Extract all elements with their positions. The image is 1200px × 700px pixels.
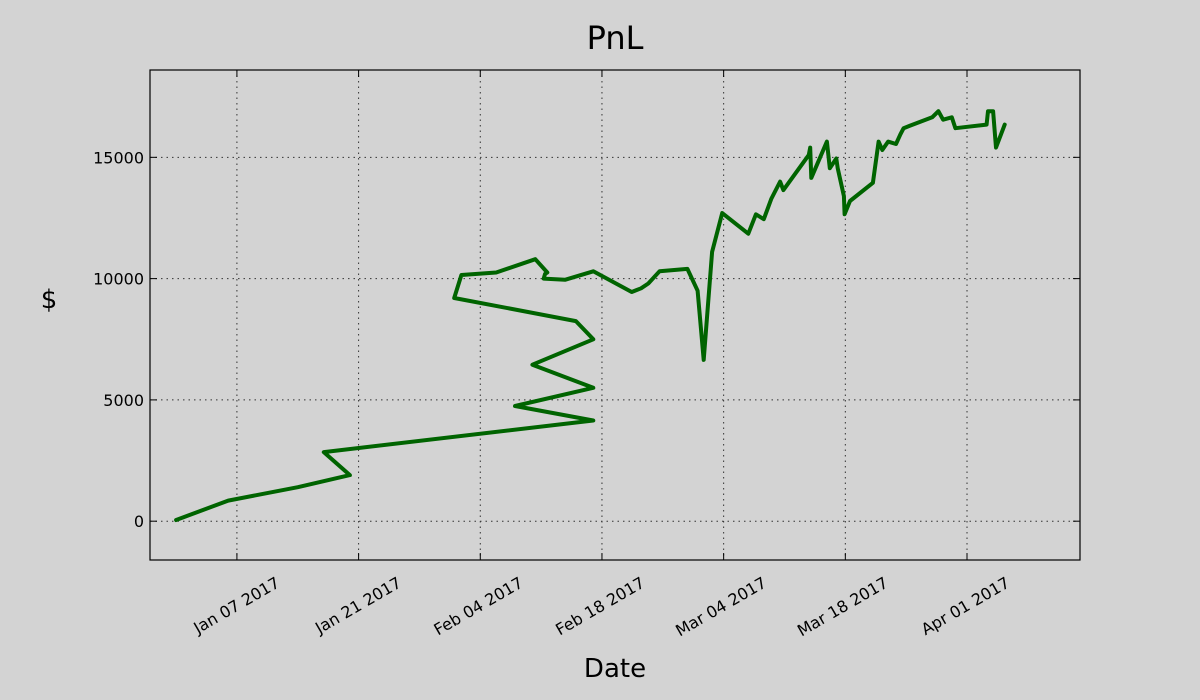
x-axis-label: Date [584, 654, 646, 684]
plot-area [149, 69, 1081, 561]
series-layer [174, 109, 1007, 522]
x-tick-label: Feb 18 2017 [552, 573, 648, 639]
y-tick-label: 10000 [93, 270, 144, 289]
x-tick-label: Jan 21 2017 [311, 573, 404, 638]
x-tick-label: Mar 04 2017 [672, 573, 769, 640]
grid-lines [150, 70, 1080, 560]
pnl-series-line [174, 109, 1007, 522]
y-tick-label: 5000 [103, 391, 144, 410]
y-axis-label: $ [41, 285, 58, 315]
chart-title: PnL [587, 19, 644, 57]
axis-ticks [150, 70, 1080, 560]
y-tick-label: 15000 [93, 148, 144, 167]
x-tick-label: Jan 07 2017 [189, 573, 282, 638]
x-tick-label: Apr 01 2017 [918, 573, 1013, 639]
y-tick-label: 0 [134, 512, 144, 531]
x-tick-label: Mar 18 2017 [794, 573, 891, 640]
x-tick-label: Feb 04 2017 [431, 573, 527, 639]
